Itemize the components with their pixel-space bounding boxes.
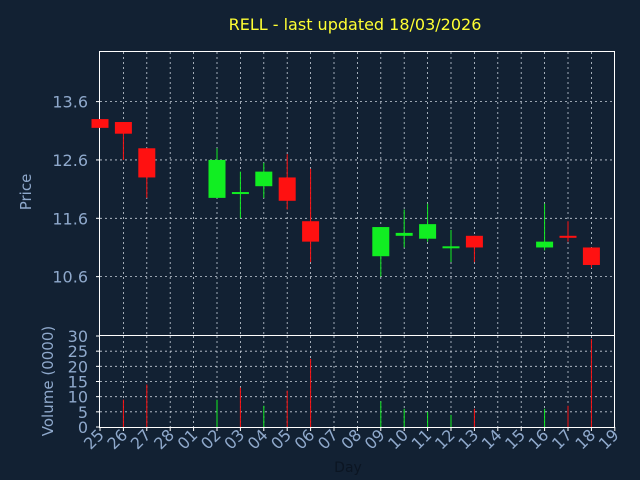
price-y-tick-label: 10.6 [52, 268, 88, 287]
candle-17 [559, 221, 577, 242]
volume-y-tick-label: 30 [68, 327, 88, 346]
candle-10 [395, 209, 413, 248]
volume-axis-label: Volume (0000) [39, 326, 57, 436]
candle-body [302, 221, 320, 242]
candle-body [465, 235, 483, 248]
volume-y-tick-label: 15 [68, 373, 88, 392]
candle-18 [582, 247, 600, 268]
candle-body [372, 227, 390, 257]
candle-body [231, 192, 249, 195]
volume-y-tick-label: 25 [68, 342, 88, 361]
price-y-ticks: 13.6 12.6 11.6 10.6 [52, 93, 100, 287]
candle-09 [372, 227, 390, 277]
price-y-tick-label: 11.6 [52, 209, 88, 228]
candle-body [138, 148, 156, 178]
volume-y-tick-label: 10 [68, 388, 88, 407]
candle-02 [208, 148, 226, 198]
candle-body [278, 177, 296, 201]
volume-grid [100, 336, 615, 427]
candle-body [559, 235, 577, 238]
candle-body [442, 246, 460, 249]
candle-26 [114, 122, 132, 160]
candle-body [91, 119, 109, 128]
candle-25 [91, 119, 109, 128]
volume-y-tick-label: 5 [78, 403, 88, 422]
x-axis-label: Day [334, 460, 362, 476]
candle-13 [465, 235, 483, 263]
price-y-tick-label: 12.6 [52, 151, 88, 170]
candle-03 [231, 171, 249, 219]
candle-body [419, 224, 437, 239]
volume-y-tick-label: 20 [68, 357, 88, 376]
volume-y-tick-label: 0 [78, 418, 88, 437]
candle-body [208, 159, 226, 198]
candle-body [255, 171, 273, 187]
price-axis-label: Price [17, 174, 35, 211]
candle-04 [255, 162, 273, 198]
candle-12 [442, 229, 460, 263]
candle-body [536, 241, 554, 248]
candle-body [395, 232, 413, 236]
price-y-tick-label: 13.6 [52, 93, 88, 112]
candle-body [114, 122, 132, 134]
x-ticks: 2526272801020304050607080910111213141516… [80, 425, 623, 453]
candles [91, 119, 600, 277]
candle-11 [419, 203, 437, 242]
candle-16 [536, 203, 554, 251]
x-tick-label: 19 [595, 425, 623, 453]
chart-title: RELL - last updated 18/03/2026 [229, 15, 482, 34]
price-grid [100, 52, 615, 335]
candle-body [582, 247, 600, 265]
candle-27 [138, 148, 156, 198]
candle-06 [302, 168, 320, 263]
candle-05 [278, 154, 296, 210]
volume-bars [122, 339, 592, 427]
